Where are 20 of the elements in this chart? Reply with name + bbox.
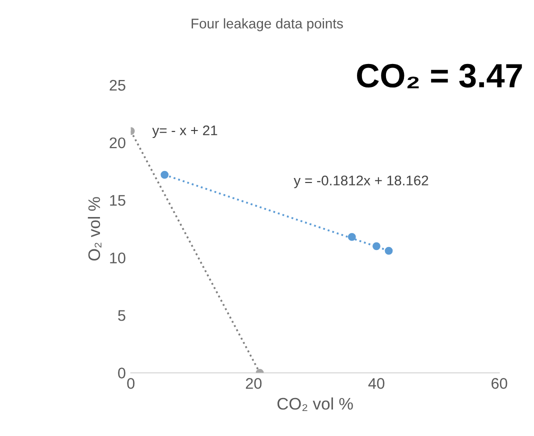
x-tick-label: 60: [492, 378, 508, 389]
x-tick-label: 0: [127, 378, 134, 389]
y-tick-label: 0: [118, 368, 126, 378]
y-tick-label: 15: [110, 195, 126, 206]
x-axis-title: CO₂ vol %: [277, 397, 353, 411]
annotation: y= - x + 21: [152, 125, 218, 138]
annotation: y = -0.1812x + 18.162: [294, 176, 428, 188]
chart-title: Four leakage data points: [192, 18, 343, 32]
x-tick-label: 40: [368, 378, 384, 389]
point: [372, 242, 380, 250]
y-tick-label: 5: [118, 310, 126, 321]
y-axis-title: O₂ vol %: [88, 197, 102, 261]
y-tick-label: 10: [110, 252, 126, 264]
point: [384, 246, 393, 255]
y-tick-label: 25: [110, 80, 126, 91]
x-tick-label: 20: [246, 378, 262, 389]
point: [348, 233, 356, 241]
annotation: CO₂ = 3.47: [357, 64, 522, 88]
point: [160, 170, 169, 179]
y-tick-label: 20: [110, 137, 126, 148]
